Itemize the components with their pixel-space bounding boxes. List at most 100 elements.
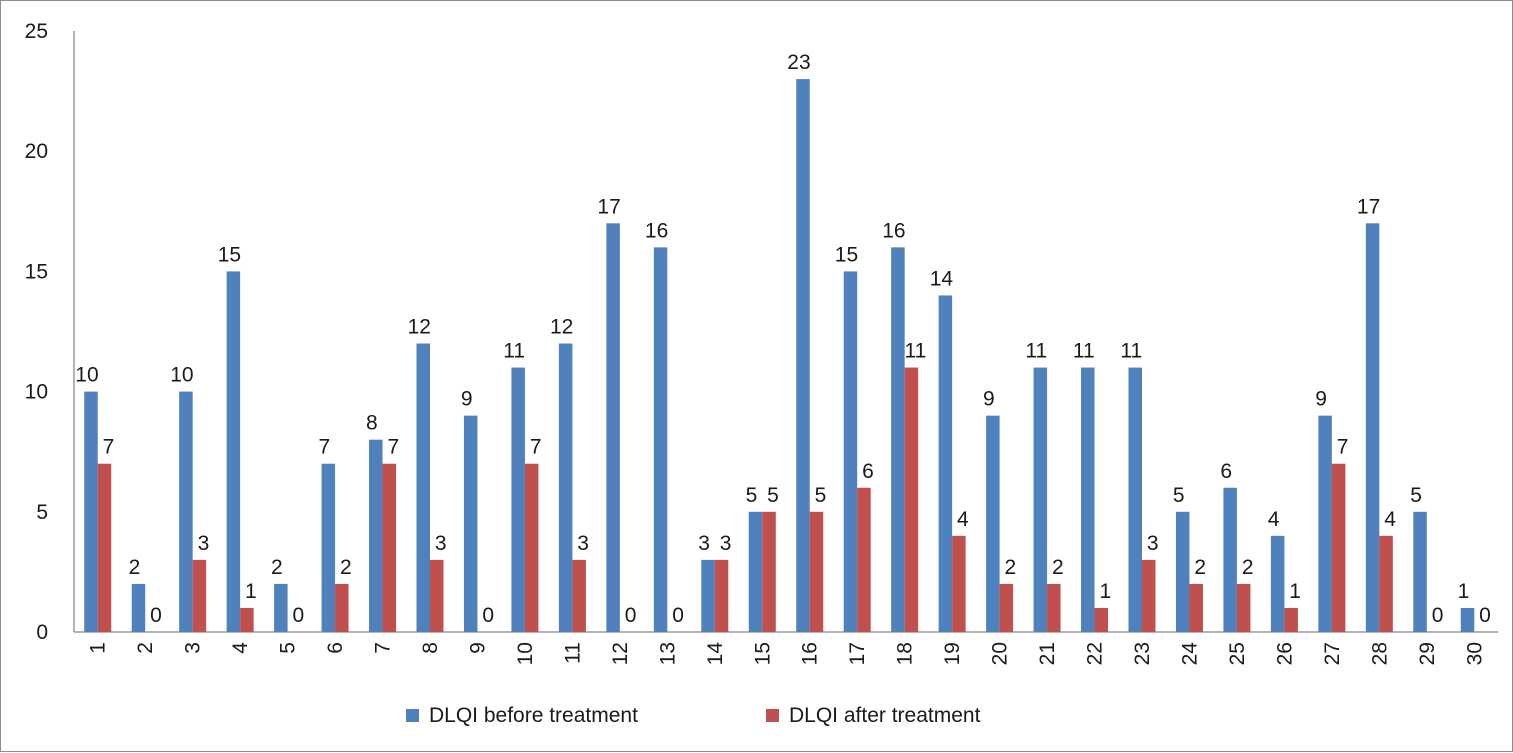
x-tick-label: 1 <box>87 642 110 654</box>
x-tick-label: 21 <box>1036 642 1059 665</box>
bar-before <box>369 439 383 632</box>
data-label-after: 0 <box>625 604 637 627</box>
bar-after <box>952 535 966 632</box>
bar-before <box>1033 367 1048 632</box>
data-label-after: 2 <box>1005 556 1017 579</box>
x-tick-label: 2 <box>134 642 157 654</box>
bar-after <box>762 511 776 632</box>
x-tick-label: 24 <box>1178 642 1201 666</box>
bar-before <box>558 343 573 632</box>
data-label-after: 11 <box>905 340 927 363</box>
bar-before <box>653 247 668 633</box>
x-tick-label: 23 <box>1131 642 1154 665</box>
data-label-after: 2 <box>1052 556 1064 579</box>
data-label-after: 0 <box>1479 604 1491 627</box>
bar-before <box>606 223 620 632</box>
legend-swatch-after <box>766 709 779 722</box>
data-label-before: 10 <box>75 364 98 387</box>
y-tick-label: 0 <box>36 621 48 644</box>
bar-after <box>97 463 112 632</box>
data-label-before: 16 <box>882 219 905 242</box>
bar-before <box>179 391 193 632</box>
bar-after <box>1094 607 1109 632</box>
bar-before <box>1460 607 1475 632</box>
bar-before <box>986 415 1000 632</box>
y-tick-label: 25 <box>25 20 48 43</box>
x-tick-label: 19 <box>941 642 964 665</box>
bar-before <box>131 583 146 632</box>
x-tick-label: 5 <box>277 642 300 654</box>
x-tick-label: 27 <box>1321 642 1344 665</box>
data-label-before: 15 <box>218 243 241 266</box>
data-label-after: 3 <box>198 532 210 555</box>
bar-before <box>891 247 905 633</box>
data-label-after: 1 <box>1099 580 1111 603</box>
x-tick-label: 7 <box>372 642 395 654</box>
data-label-after: 2 <box>1194 556 1206 579</box>
data-label-before: 7 <box>318 436 330 459</box>
data-label-after: 6 <box>862 460 874 483</box>
x-tick-label: 17 <box>846 642 869 665</box>
data-label-before: 5 <box>746 484 758 507</box>
bar-after <box>382 463 397 632</box>
bar-before <box>701 559 715 632</box>
x-tick-label: 3 <box>182 642 205 654</box>
data-label-before: 2 <box>271 556 283 579</box>
bar-after <box>335 583 349 632</box>
bar-before <box>938 295 953 632</box>
data-label-after: 5 <box>767 484 779 507</box>
y-tick-label: 10 <box>25 381 48 404</box>
bar-before <box>226 271 241 632</box>
data-label-before: 11 <box>503 340 525 363</box>
bar-after <box>240 607 254 632</box>
bar-before <box>84 391 98 632</box>
x-tick-label: 9 <box>466 642 489 654</box>
data-label-after: 0 <box>672 604 684 627</box>
data-label-before: 3 <box>698 532 710 555</box>
legend-swatch-before <box>406 709 419 722</box>
data-label-after: 7 <box>1337 436 1349 459</box>
data-label-after: 0 <box>482 604 494 627</box>
data-label-before: 1 <box>1458 580 1470 603</box>
data-label-before: 9 <box>461 388 473 411</box>
data-label-after: 0 <box>293 604 305 627</box>
x-tick-label: 20 <box>989 642 1012 665</box>
x-tick-label: 30 <box>1463 642 1486 665</box>
x-tick-label: 13 <box>656 642 679 665</box>
x-tick-label: 26 <box>1273 642 1296 665</box>
data-label-after: 7 <box>103 436 115 459</box>
y-tick-label: 20 <box>25 140 48 163</box>
bar-before <box>511 367 525 632</box>
bar-after <box>809 511 824 632</box>
x-tick-label: 15 <box>751 642 774 665</box>
data-label-before: 2 <box>129 556 141 579</box>
bar-after <box>714 559 729 632</box>
bar-after <box>1284 607 1298 632</box>
bar-before <box>1081 367 1095 632</box>
data-label-before: 11 <box>1025 340 1047 363</box>
data-label-before: 14 <box>930 267 954 290</box>
bar-before <box>416 343 430 632</box>
bar-after <box>1189 583 1203 632</box>
bar-after <box>572 559 586 632</box>
x-tick-label: 6 <box>324 642 347 654</box>
y-tick-label: 5 <box>36 501 48 524</box>
data-label-before: 12 <box>550 316 573 339</box>
bar-after <box>192 559 207 632</box>
data-label-after: 1 <box>1289 580 1301 603</box>
data-label-before: 11 <box>1073 340 1095 363</box>
data-label-before: 16 <box>645 219 668 242</box>
bar-after <box>430 559 444 632</box>
bar-before <box>1270 535 1285 632</box>
legend-label-before: DLQI before treatment <box>429 704 638 727</box>
bar-after <box>857 487 871 632</box>
data-label-before: 17 <box>1357 195 1380 218</box>
x-tick-label: 16 <box>799 642 822 665</box>
data-label-after: 3 <box>1147 532 1159 555</box>
bar-before <box>1413 511 1427 632</box>
bar-before <box>843 271 858 632</box>
data-label-after: 4 <box>957 508 969 531</box>
data-label-after: 3 <box>720 532 732 555</box>
